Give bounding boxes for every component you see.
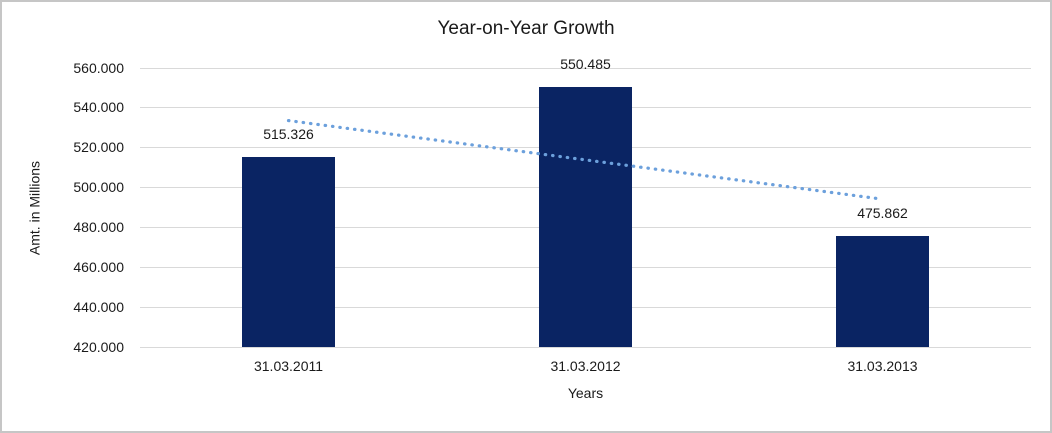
trendline <box>286 118 885 201</box>
x-axis-title: Years <box>567 385 604 401</box>
x-tick-label: 31.03.2011 <box>253 358 324 374</box>
bar <box>539 86 632 347</box>
bar <box>242 157 335 347</box>
x-tick-label: 31.03.2012 <box>550 358 621 374</box>
bar <box>836 235 929 347</box>
gridline <box>140 67 1031 69</box>
chart-title: Year-on-Year Growth <box>437 18 615 39</box>
trendline-path <box>286 118 885 201</box>
y-tick-label: 420.000 <box>73 338 124 355</box>
y-tick-label: 520.000 <box>73 139 124 156</box>
plot-area: 515.326 550.485 475.862 <box>140 56 1031 348</box>
y-tick-label: 460.000 <box>73 258 124 275</box>
bar-data-label: 515.326 <box>263 126 314 143</box>
y-tick-label: 440.000 <box>73 298 124 315</box>
y-tick-label: 560.000 <box>73 59 124 76</box>
y-tick-label: 540.000 <box>73 99 124 116</box>
y-tick-label: 480.000 <box>73 218 124 235</box>
bar-data-label: 550.485 <box>560 55 611 72</box>
x-tick-label: 31.03.2013 <box>847 358 918 374</box>
bar-data-label: 475.862 <box>857 204 908 221</box>
gridline <box>140 346 1031 348</box>
y-tick-label: 500.000 <box>73 179 124 196</box>
